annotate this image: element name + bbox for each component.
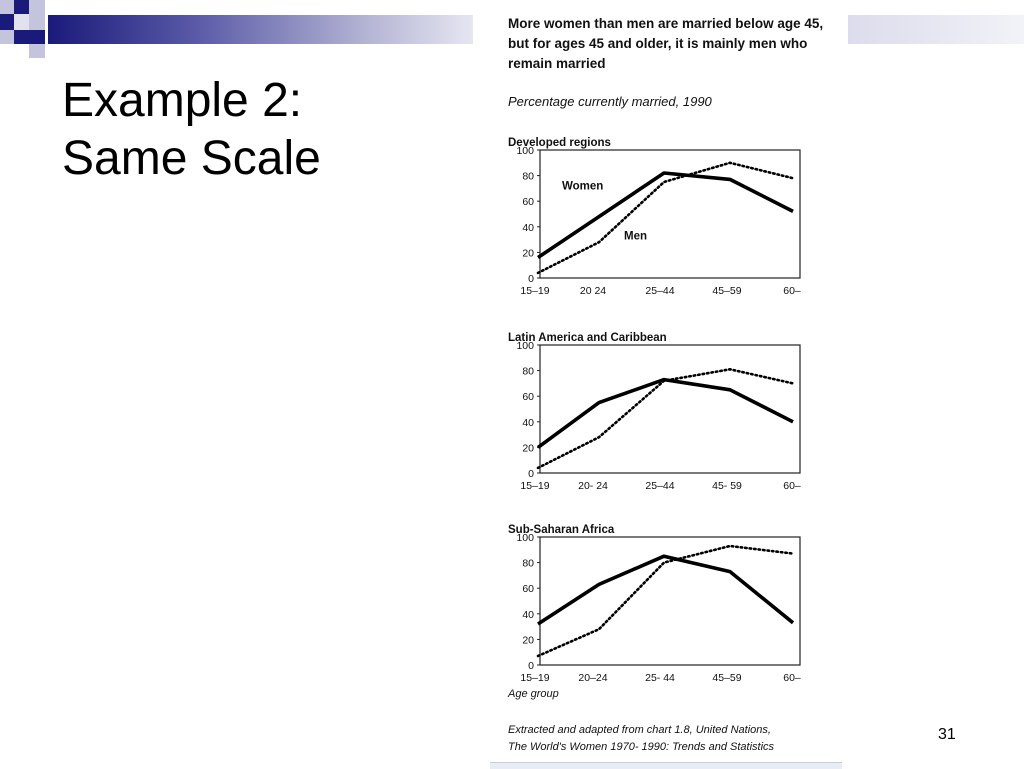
x-tick-label: 45–59: [712, 672, 741, 684]
y-tick-label: 80: [522, 366, 534, 378]
figure-subtitle: Percentage currently married, 1990: [508, 94, 712, 109]
y-tick-label: 0: [528, 468, 534, 480]
deco-square: [0, 30, 14, 44]
slide-title-line2: Same Scale: [62, 130, 321, 188]
slide-title-line1: Example 2:: [62, 72, 321, 130]
deco-square: [0, 0, 14, 14]
deco-square: [29, 14, 45, 30]
y-tick-label: 100: [516, 145, 534, 157]
x-tick-label: 20 24: [580, 285, 606, 297]
header-gradient-bar: [48, 15, 473, 44]
x-tick-label: 60–: [783, 480, 801, 492]
x-tick-label: 15–19: [520, 285, 549, 297]
slide-number: 31: [938, 726, 956, 744]
deco-square: [29, 0, 45, 14]
deco-square: [29, 44, 45, 58]
slide-title: Example 2: Same Scale: [62, 72, 321, 188]
y-tick-label: 20: [522, 247, 534, 259]
deco-square: [29, 30, 45, 44]
plot-frame: [540, 345, 800, 473]
x-tick-label: 60–: [783, 672, 801, 684]
deco-square: [14, 0, 29, 14]
y-tick-label: 100: [516, 532, 534, 544]
y-tick-label: 40: [522, 609, 534, 621]
x-tick-label: 45- 59: [712, 480, 742, 492]
deco-square: [14, 14, 29, 30]
x-axis-label: Age group: [507, 688, 559, 700]
y-tick-label: 100: [516, 340, 534, 352]
x-tick-label: 25- 44: [645, 672, 675, 684]
series-line-men: [538, 163, 793, 273]
x-tick-label: 60–: [783, 285, 801, 297]
y-tick-label: 0: [528, 273, 534, 285]
x-tick-label: 15–19: [520, 480, 549, 492]
figure-source: Extracted and adapted from chart 1.8, Un…: [508, 722, 774, 756]
source-line-2: The World's Women 1970- 1990: Trends and…: [508, 739, 774, 756]
source-line-1: Extracted and adapted from chart 1.8, Un…: [508, 722, 774, 739]
y-tick-label: 60: [522, 583, 534, 595]
y-tick-label: 0: [528, 660, 534, 672]
annotation-men: Men: [624, 231, 647, 243]
x-tick-label: 20–24: [578, 672, 607, 684]
annotation-women: Women: [562, 181, 603, 193]
y-tick-label: 80: [522, 171, 534, 183]
x-tick-label: 20- 24: [578, 480, 608, 492]
y-tick-label: 40: [522, 222, 534, 234]
y-tick-label: 20: [522, 442, 534, 454]
y-tick-label: 60: [522, 391, 534, 403]
header-gradient-bar-right: [848, 15, 1024, 44]
x-tick-label: 45–59: [712, 285, 741, 297]
deco-square: [0, 14, 14, 30]
series-line-women: [538, 380, 793, 448]
x-tick-label: 15–19: [520, 672, 549, 684]
x-tick-label: 25–44: [645, 480, 674, 492]
y-tick-label: 40: [522, 417, 534, 429]
y-tick-label: 60: [522, 196, 534, 208]
deco-square: [14, 30, 29, 44]
y-tick-label: 20: [522, 634, 534, 646]
figure-title: More women than men are married below ag…: [508, 14, 843, 74]
series-line-women: [538, 556, 793, 624]
x-tick-label: 25–44: [645, 285, 674, 297]
y-tick-label: 80: [522, 558, 534, 570]
